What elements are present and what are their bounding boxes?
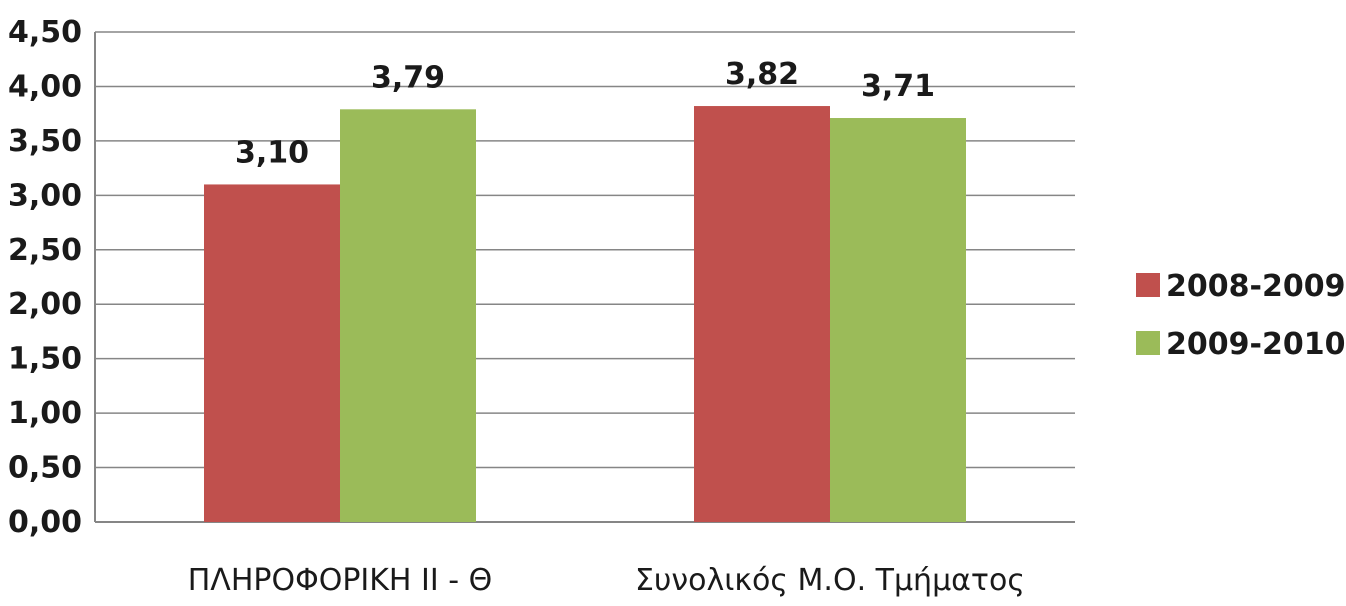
y-axis-ticks: 0,00 0,50 1,00 1,50 2,00 2,50 3,00 3,50 4,00 4,50 bbox=[8, 15, 82, 540]
y-tick-label: 0,50 bbox=[8, 451, 82, 486]
y-tick-label: 0,00 bbox=[8, 505, 82, 540]
x-axis-categories: ΠΛΗΡΟΦΟΡΙΚΗ ΙΙ - Θ Συνολικός Μ.Ο. Τμήματο… bbox=[188, 563, 1025, 598]
y-tick-label: 2,50 bbox=[8, 233, 82, 268]
data-label: 3,71 bbox=[861, 69, 935, 104]
data-label: 3,82 bbox=[725, 57, 799, 92]
legend: 2008-2009 2009-2010 bbox=[1136, 269, 1345, 362]
y-tick-label: 4,50 bbox=[8, 15, 82, 50]
x-category-label: ΠΛΗΡΟΦΟΡΙΚΗ ΙΙ - Θ bbox=[188, 563, 492, 598]
x-category-label: Συνολικός Μ.Ο. Τμήματος bbox=[635, 563, 1025, 598]
y-tick-label: 4,00 bbox=[8, 69, 82, 104]
legend-swatch bbox=[1136, 273, 1160, 297]
y-tick-label: 2,00 bbox=[8, 287, 82, 322]
y-tick-label: 1,00 bbox=[8, 396, 82, 431]
legend-swatch bbox=[1136, 331, 1160, 355]
bar bbox=[204, 184, 340, 522]
data-label: 3,79 bbox=[371, 60, 445, 95]
bar bbox=[694, 106, 830, 523]
data-labels: 3,10 3,79 3,82 3,71 bbox=[235, 57, 935, 170]
bar bbox=[830, 118, 966, 523]
data-label: 3,10 bbox=[235, 135, 309, 170]
bars bbox=[204, 106, 966, 523]
y-tick-label: 1,50 bbox=[8, 342, 82, 377]
bar bbox=[340, 109, 476, 523]
legend-label: 2009-2010 bbox=[1166, 327, 1345, 362]
legend-label: 2008-2009 bbox=[1166, 269, 1345, 304]
y-tick-label: 3,00 bbox=[8, 178, 82, 213]
y-tick-label: 3,50 bbox=[8, 124, 82, 159]
